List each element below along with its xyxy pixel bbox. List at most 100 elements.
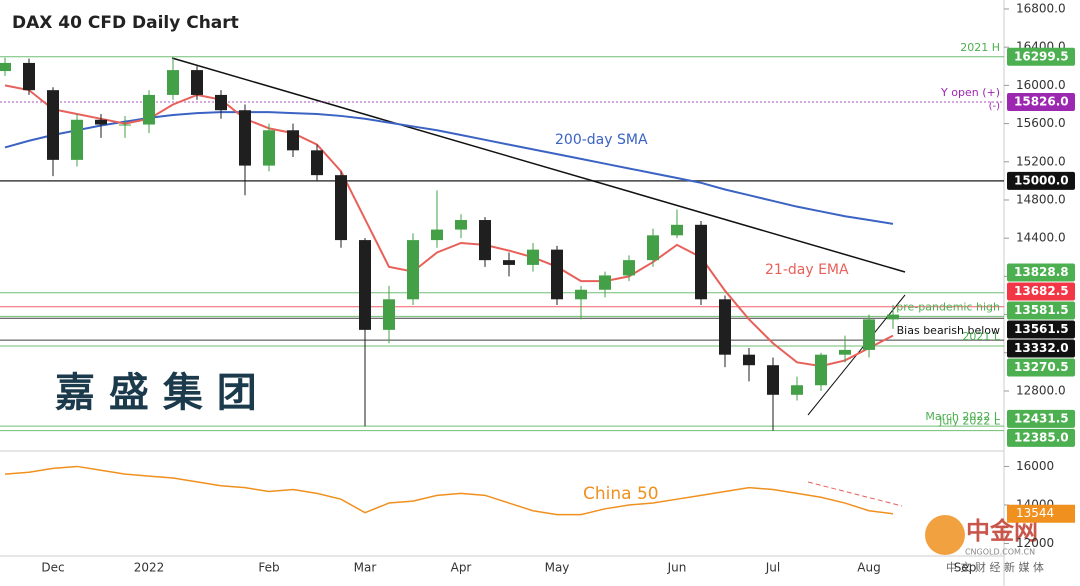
candle-body xyxy=(23,62,35,91)
downtrend-line xyxy=(171,57,906,273)
level-note: March 2022 L xyxy=(925,410,1001,423)
candle-body xyxy=(743,354,755,366)
x-tick-label: Sep xyxy=(954,561,977,575)
candle-body xyxy=(767,365,779,395)
candle-body xyxy=(431,229,443,241)
candle-body xyxy=(239,110,251,166)
candle-body xyxy=(503,260,515,265)
y-tick-label: 12000 xyxy=(1016,536,1054,550)
y-tick-label: 16800.0 xyxy=(1016,1,1066,15)
watermark-brand: 嘉 盛 集 团 xyxy=(55,370,257,416)
level-note: pre-pandemic high xyxy=(896,300,1000,313)
candle-body xyxy=(647,235,659,261)
series-label: China 50 xyxy=(583,484,659,504)
level-box xyxy=(1007,47,1075,66)
candle-body xyxy=(167,70,179,95)
y-tick-label: 16000.0 xyxy=(1016,78,1066,92)
x-tick-label: 2022 xyxy=(134,561,165,575)
level-note: 2021 H xyxy=(960,41,1000,54)
candle-body xyxy=(719,299,731,355)
candle-body xyxy=(143,94,155,125)
level-label: 15000.0 xyxy=(1014,173,1069,187)
candle-body xyxy=(839,349,851,355)
level-label: 13270.5 xyxy=(1014,360,1069,374)
candle-body xyxy=(191,70,203,95)
candle-body xyxy=(455,220,467,230)
level-label: 13332.0 xyxy=(1014,341,1069,355)
x-tick-label: Jul xyxy=(765,561,780,575)
level-label: 13561.5 xyxy=(1014,322,1069,336)
candle-body xyxy=(359,240,371,330)
candle-body xyxy=(671,224,683,236)
y-tick-label: 15200.0 xyxy=(1016,154,1066,168)
candle-body xyxy=(335,175,347,241)
level-note: Y open (+) xyxy=(940,86,1000,99)
level-label: 15826.0 xyxy=(1014,94,1069,108)
candle-body xyxy=(0,62,11,72)
y-tick-label: 16000 xyxy=(1016,459,1054,473)
candle-body xyxy=(575,289,587,300)
candle-body xyxy=(407,240,419,300)
level-label: 13682.5 xyxy=(1014,284,1069,298)
level-box xyxy=(1007,92,1075,111)
level-note: July 2022 L xyxy=(938,415,1001,428)
y-tick-label: 15600.0 xyxy=(1016,116,1066,130)
candle-body xyxy=(479,220,491,261)
candle-body xyxy=(119,124,131,126)
level-box xyxy=(1007,301,1075,320)
candle-body xyxy=(383,299,395,330)
x-tick-label: Dec xyxy=(41,561,64,575)
level-box xyxy=(1007,282,1075,301)
level-box xyxy=(1007,320,1075,339)
level-label: 12431.5 xyxy=(1014,411,1069,425)
level-label: 13581.5 xyxy=(1014,303,1069,317)
level-label: 13828.8 xyxy=(1014,265,1069,279)
candle-body xyxy=(263,130,275,166)
candle-body xyxy=(863,319,875,350)
x-tick-label: Mar xyxy=(354,561,377,575)
candle-body xyxy=(815,354,827,386)
y-tick-label: 12800.0 xyxy=(1016,383,1066,397)
level-box xyxy=(1007,339,1075,358)
level-label: 12385.0 xyxy=(1014,430,1069,444)
candle-body xyxy=(527,249,539,265)
candle-body xyxy=(95,119,107,125)
level-box xyxy=(1007,358,1075,377)
candle-body xyxy=(599,275,611,290)
candle-body xyxy=(287,130,299,151)
candle-body xyxy=(71,119,83,160)
x-tick-label: Aug xyxy=(857,561,880,575)
y-tick-label: 14800.0 xyxy=(1016,192,1066,206)
x-tick-label: May xyxy=(545,561,570,575)
series-label: 200-day SMA xyxy=(555,132,648,148)
index-line xyxy=(4,465,894,516)
level-box xyxy=(1007,263,1075,282)
logo-icon xyxy=(925,515,965,555)
last-value-box xyxy=(1007,504,1075,523)
level-note: Bias bearish below xyxy=(897,324,1000,337)
chart-title: DAX 40 CFD Daily Chart xyxy=(12,13,239,33)
annotation: (-) xyxy=(989,101,1001,112)
y-tick-label: 14400.0 xyxy=(1016,231,1066,245)
china-trend-line xyxy=(807,481,903,507)
x-tick-label: Apr xyxy=(451,561,472,575)
logo-tagline: 中 文 财 经 新 媒 体 xyxy=(946,560,1044,574)
level-box xyxy=(1007,428,1075,447)
candle-body xyxy=(215,94,227,111)
candle-body xyxy=(623,260,635,276)
level-box xyxy=(1007,171,1075,190)
series-label: 21-day EMA xyxy=(765,262,849,278)
level-note: 2021 L xyxy=(962,330,1000,343)
candle-body xyxy=(791,385,803,395)
level-box xyxy=(1007,409,1075,428)
x-tick-label: Jun xyxy=(667,561,687,575)
logo-site: CNGOLD.COM.CN xyxy=(965,548,1035,557)
candle-body xyxy=(695,224,707,300)
candle-body xyxy=(887,314,899,320)
last-value-label: 13544 xyxy=(1016,506,1054,520)
level-label: 16299.5 xyxy=(1014,49,1069,63)
candle-body xyxy=(551,249,563,300)
candle-body xyxy=(311,150,323,176)
